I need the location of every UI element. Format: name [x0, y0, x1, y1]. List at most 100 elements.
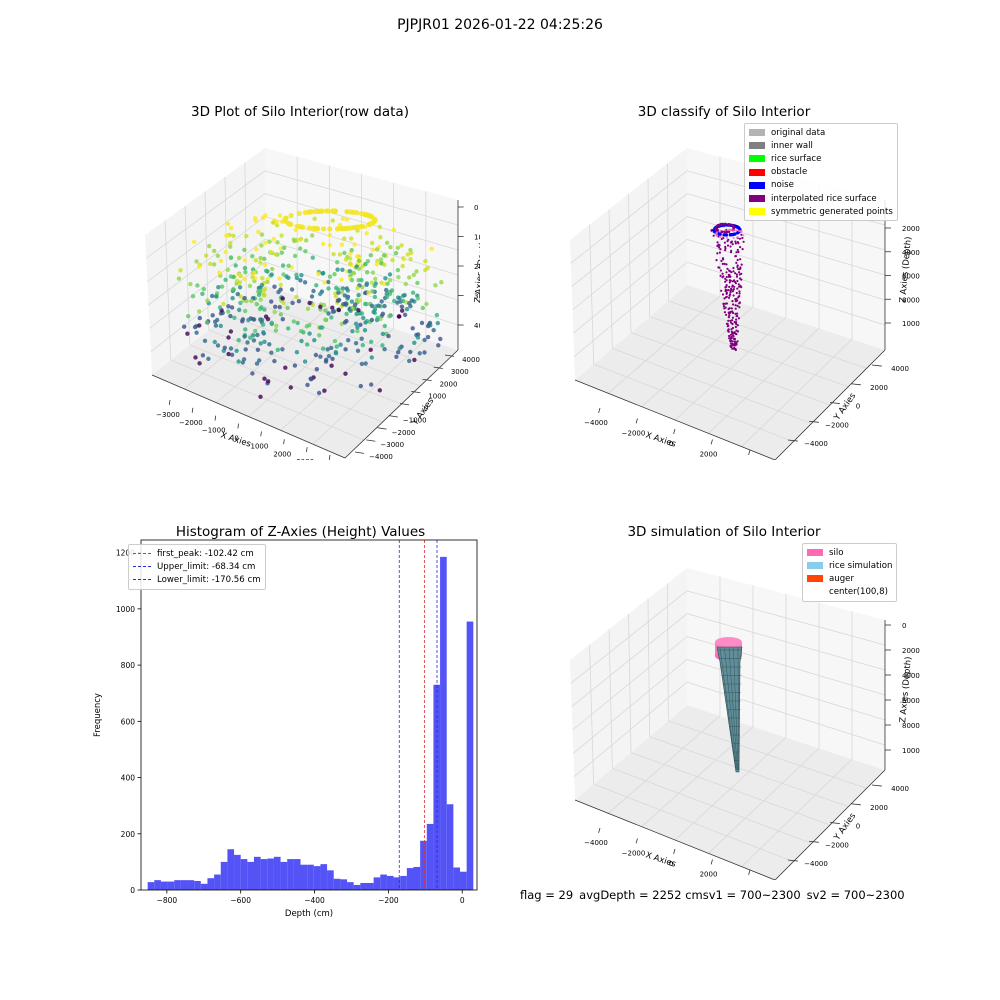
data-point	[332, 272, 337, 277]
data-point	[343, 257, 349, 262]
legend-label: Upper_limit: -68.34 cm	[157, 561, 256, 572]
interpolated-point	[733, 285, 736, 288]
histogram-bar	[307, 864, 314, 890]
mesh-line	[733, 647, 739, 771]
x-tick-label: −600	[230, 896, 251, 905]
data-point	[343, 347, 348, 352]
data-point	[354, 210, 360, 216]
interpolated-point	[734, 242, 737, 245]
data-point	[310, 233, 315, 238]
data-point	[228, 255, 234, 260]
interpolated-point	[736, 330, 740, 333]
histogram-bar	[460, 871, 467, 890]
data-point	[256, 289, 261, 294]
data-point	[324, 357, 329, 362]
data-point	[240, 319, 245, 324]
legend-swatch	[807, 575, 823, 583]
y-tick-label: −4000	[804, 440, 828, 448]
y-tick-label: −2000	[825, 841, 849, 849]
data-point	[276, 289, 281, 295]
data-point	[327, 243, 333, 248]
data-point	[329, 315, 334, 320]
data-point	[307, 331, 312, 336]
interpolated-point	[719, 274, 722, 277]
z-tick-label: 2000	[902, 647, 920, 655]
data-point	[332, 338, 338, 344]
data-point	[256, 229, 261, 235]
histogram-bar	[293, 859, 301, 890]
grid-line	[570, 170, 688, 264]
data-point	[354, 297, 360, 303]
y-tick-label: 1000	[428, 392, 446, 400]
data-point	[318, 291, 323, 297]
data-point	[250, 267, 256, 272]
y-tick-label: −2000	[825, 421, 849, 429]
data-point	[236, 255, 242, 261]
legend-label: auger	[829, 573, 854, 584]
data-point	[383, 276, 388, 281]
data-point	[272, 284, 277, 289]
y-tick	[808, 840, 819, 843]
data-point	[718, 235, 722, 238]
histogram-bar	[187, 880, 195, 890]
legend-label: obstacle	[771, 167, 808, 178]
data-point	[197, 361, 202, 366]
data-point	[438, 336, 443, 342]
legend-entry: noise	[749, 179, 893, 192]
data-point	[332, 208, 338, 214]
z-axis-label: Z Axies (Depth)	[898, 656, 914, 723]
histogram-chart: −800 −600 −400 −200 0 0 200 400 600 800 1000 1200 De…	[93, 539, 478, 919]
data-point	[294, 294, 299, 300]
y-tick-label: 0	[856, 403, 860, 411]
data-point	[403, 281, 408, 287]
interpolated-point	[735, 297, 738, 300]
interpolated-point	[736, 287, 739, 290]
interpolated-point	[731, 243, 734, 246]
data-point	[330, 305, 335, 310]
x-tick	[710, 859, 713, 865]
data-point	[265, 316, 271, 322]
histogram-bar	[466, 621, 474, 890]
data-point	[425, 334, 431, 340]
histogram-bar	[426, 823, 434, 890]
data-point	[263, 213, 268, 218]
data-point	[346, 338, 351, 343]
data-point	[229, 352, 235, 357]
x-tick	[237, 423, 239, 429]
data-point	[304, 324, 310, 329]
simulation-legend: silo rice simulation auger center(100,8)	[802, 543, 898, 602]
data-point	[408, 349, 413, 355]
legend-entry: obstacle	[749, 166, 893, 179]
data-point	[279, 250, 284, 255]
data-point	[197, 323, 202, 328]
classify-plot-title: 3D classify of Silo Interior	[637, 104, 811, 120]
data-point	[271, 236, 276, 241]
data-point	[409, 250, 414, 256]
data-point	[201, 286, 206, 292]
data-point	[259, 282, 265, 288]
data-point	[353, 302, 358, 307]
y-tick	[850, 383, 861, 386]
data-point	[364, 231, 369, 236]
data-point	[215, 317, 220, 323]
data-point	[396, 350, 401, 355]
interpolated-point	[734, 307, 737, 310]
data-point	[296, 210, 302, 216]
histogram-bar	[453, 867, 461, 890]
data-point	[226, 351, 231, 357]
data-point	[404, 307, 410, 312]
data-point	[309, 294, 315, 299]
x-tick-label: −2000	[622, 850, 646, 858]
data-point	[396, 314, 402, 319]
data-point	[382, 347, 387, 352]
interpolated-point	[723, 241, 726, 244]
data-point	[337, 252, 343, 257]
histogram-bar	[214, 874, 221, 890]
data-point	[262, 376, 267, 381]
x-tick	[214, 415, 217, 421]
histogram-bar	[333, 878, 341, 890]
interpolated-point	[721, 293, 725, 296]
data-point	[304, 238, 309, 243]
data-point	[384, 287, 389, 293]
interpolated-point	[735, 251, 738, 254]
